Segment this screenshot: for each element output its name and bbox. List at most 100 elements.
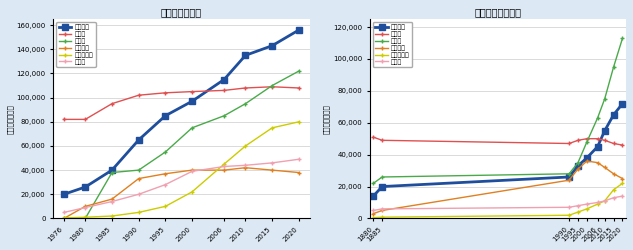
前立腺がん (161, 205, 169, 208)
肺がん (618, 37, 626, 40)
肺がん (379, 176, 386, 178)
Y-axis label: 罹患者数（人）: 罹患者数（人） (7, 104, 13, 134)
乳がん (601, 200, 608, 202)
乳がん (295, 158, 303, 161)
前立腺がん (242, 144, 249, 148)
胃がん (108, 102, 116, 105)
肝臓がん (295, 171, 303, 174)
肝臓がん (60, 217, 68, 220)
Line: 胃がん: 胃がん (371, 135, 625, 147)
胃がん (610, 142, 617, 145)
胃がん (583, 137, 591, 140)
Title: 年間がん死亡者数: 年間がん死亡者数 (474, 7, 522, 17)
Legend: 大腸がん, 胃がん, 肺がん, 肝臓がん, 前立腺がん, 乳がん: 大腸がん, 胃がん, 肺がん, 肝臓がん, 前立腺がん, 乳がん (56, 22, 96, 67)
肝臓がん (565, 179, 573, 182)
大腸がん (242, 54, 249, 57)
乳がん (610, 196, 617, 199)
Legend: 大腸がん, 胃がん, 肺がん, 肝臓がん, 前立腺がん, 乳がん: 大腸がん, 胃がん, 肺がん, 肝臓がん, 前立腺がん, 乳がん (373, 22, 412, 67)
肺がん (295, 70, 303, 72)
Title: 年間がん罹患数: 年間がん罹患数 (161, 7, 202, 17)
胃がん (295, 86, 303, 90)
肝臓がん (268, 168, 276, 172)
乳がん (594, 201, 601, 204)
前立腺がん (220, 162, 228, 166)
大腸がん (135, 138, 142, 141)
胃がん (188, 90, 196, 93)
Line: 乳がん: 乳がん (62, 157, 301, 214)
胃がん (135, 94, 142, 97)
大腸がん (188, 100, 196, 103)
肝臓がん (601, 166, 608, 169)
大腸がん (108, 168, 116, 172)
前立腺がん (618, 182, 626, 185)
Line: 大腸がん: 大腸がん (61, 27, 302, 197)
乳がん (242, 164, 249, 167)
前立腺がん (610, 188, 617, 191)
Line: 肝臓がん: 肝臓がん (371, 159, 625, 216)
乳がん (161, 183, 169, 186)
胃がん (220, 89, 228, 92)
乳がん (268, 161, 276, 164)
乳がん (188, 170, 196, 173)
Line: 肺がん: 肺がん (371, 36, 625, 186)
肝臓がん (188, 168, 196, 172)
大腸がん (295, 28, 303, 32)
乳がん (220, 165, 228, 168)
肺がん (583, 140, 591, 143)
肺がん (370, 182, 377, 185)
肺がん (594, 116, 601, 119)
Line: 肝臓がん: 肝臓がん (62, 166, 301, 220)
胃がん (618, 144, 626, 146)
胃がん (161, 91, 169, 94)
乳がん (574, 204, 582, 207)
胃がん (370, 136, 377, 138)
乳がん (108, 200, 116, 203)
大腸がん (60, 193, 68, 196)
肝臓がん (135, 177, 142, 180)
肺がん (60, 217, 68, 220)
胃がん (82, 118, 89, 121)
大腸がん (379, 185, 386, 188)
肝臓がん (379, 209, 386, 212)
肺がん (220, 114, 228, 117)
肺がん (82, 217, 89, 220)
大腸がん (82, 186, 89, 188)
肺がん (135, 168, 142, 172)
肝臓がん (161, 172, 169, 175)
肺がん (610, 66, 617, 68)
胃がん (601, 139, 608, 142)
前立腺がん (583, 208, 591, 210)
胃がん (268, 85, 276, 88)
乳がん (82, 206, 89, 209)
胃がん (379, 139, 386, 142)
胃がん (594, 137, 601, 140)
肺がん (242, 102, 249, 105)
Line: 肺がん: 肺がん (62, 69, 301, 220)
大腸がん (268, 44, 276, 47)
大腸がん (574, 164, 582, 167)
肝臓がん (610, 172, 617, 175)
乳がん (379, 208, 386, 210)
前立腺がん (268, 126, 276, 129)
前立腺がん (82, 216, 89, 219)
胃がん (565, 142, 573, 145)
Line: 前立腺がん: 前立腺がん (62, 120, 301, 220)
前立腺がん (370, 216, 377, 219)
Line: 乳がん: 乳がん (371, 194, 625, 212)
前立腺がん (574, 210, 582, 214)
乳がん (565, 206, 573, 209)
肺がん (565, 172, 573, 175)
前立腺がん (108, 214, 116, 218)
Line: 胃がん: 胃がん (62, 85, 301, 122)
肝臓がん (220, 168, 228, 172)
肺がん (188, 126, 196, 129)
前立腺がん (594, 202, 601, 205)
肝臓がん (242, 166, 249, 169)
大腸がん (594, 145, 601, 148)
大腸がん (618, 102, 626, 105)
胃がん (574, 139, 582, 142)
胃がん (60, 118, 68, 121)
Line: 大腸がん: 大腸がん (370, 101, 625, 199)
大腸がん (610, 113, 617, 116)
大腸がん (601, 129, 608, 132)
